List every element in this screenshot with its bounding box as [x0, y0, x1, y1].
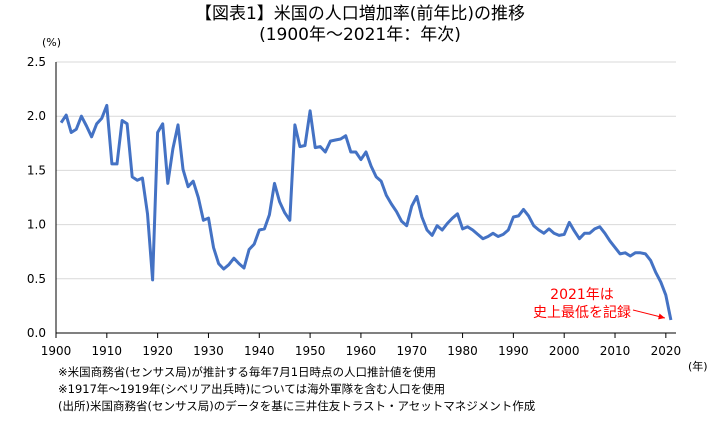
annotation-arrowhead: [658, 313, 665, 320]
x-tick-label: 2010: [600, 344, 631, 358]
y-tick-label: 0.0: [27, 326, 46, 340]
chart-subtitle: (1900年～2021年：年次): [259, 25, 461, 45]
x-tick-label: 1950: [295, 344, 326, 358]
x-tick-label: 1910: [92, 344, 123, 358]
series-line: [59, 103, 673, 321]
y-tick-label: 1.0: [27, 218, 46, 232]
footnote: ※1917年～1919年(シベリア出兵時)については海外軍隊を含む人口を使用: [58, 382, 446, 396]
x-tick-label: 2000: [549, 344, 580, 358]
x-tick-label: 1960: [346, 344, 377, 358]
y-tick-label: 1.5: [27, 163, 46, 177]
annotation-text: 2021年は: [550, 287, 614, 303]
x-tick-label: 2020: [651, 344, 682, 358]
axes: [55, 62, 676, 338]
footnote: ※米国商務省(センサス局)が推計する毎年7月1日時点の人口推計値を使用: [58, 365, 437, 379]
x-tick-label: 1940: [244, 344, 275, 358]
x-tick-label: 1990: [498, 344, 529, 358]
x-axis-unit: (年): [688, 359, 708, 373]
x-tick-label: 1930: [193, 344, 224, 358]
y-tick-label: 0.5: [27, 272, 46, 286]
annotation-text: 史上最低を記録: [533, 304, 631, 321]
chart-title: 【図表1】米国の人口増加率(前年比)の推移: [194, 4, 526, 24]
x-tick-label: 1920: [142, 344, 173, 358]
y-axis-unit: (%): [42, 36, 61, 49]
series: [59, 103, 673, 321]
footnotes: ※米国商務省(センサス局)が推計する毎年7月1日時点の人口推計値を使用 ※191…: [58, 364, 535, 415]
footnote: (出所)米国商務省(センサス局)のデータを基に三井住友トラスト・アセットマネジメ…: [58, 399, 536, 413]
x-tick-label: 1970: [396, 344, 427, 358]
y-tick-label: 2.5: [27, 55, 46, 69]
x-tick-label: 1900: [41, 344, 72, 358]
x-tick-labels: 1900 1910 1920 1930 1940 1950 1960 1970 1980 1990…: [41, 344, 681, 358]
x-tick-label: 1980: [447, 344, 478, 358]
grid-lines: [56, 61, 676, 280]
y-tick-labels: 0.0 0.5 1.0 1.5 2.0 2.5: [27, 55, 46, 340]
y-tick-label: 2.0: [27, 109, 46, 123]
